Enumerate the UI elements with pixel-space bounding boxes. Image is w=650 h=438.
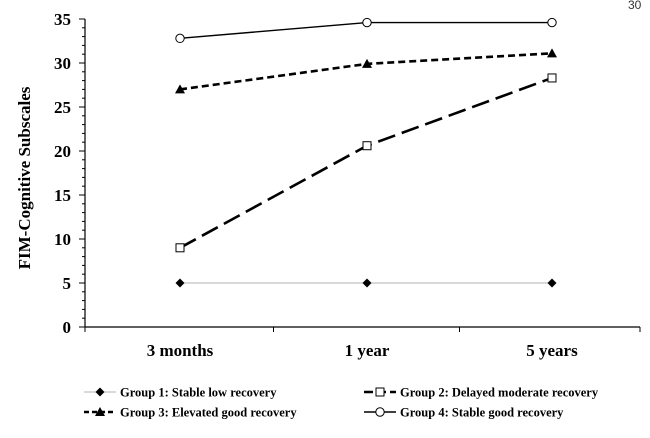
chart-legend: Group 1: Stable low recovery Group 2: Del… bbox=[84, 386, 599, 420]
legend-item-1: Group 1: Stable low recovery bbox=[84, 386, 277, 400]
legend-label: Group 4: Stable good recovery bbox=[400, 406, 564, 420]
legend-marker bbox=[95, 407, 105, 416]
y-tick-label: 0 bbox=[63, 318, 72, 337]
data-point bbox=[175, 243, 185, 253]
data-point bbox=[547, 48, 557, 58]
series-group-2 bbox=[175, 73, 557, 253]
y-tick-label: 15 bbox=[54, 186, 71, 205]
data-point bbox=[175, 84, 185, 94]
y-tick-label: 5 bbox=[63, 274, 72, 293]
y-tick-label: 25 bbox=[54, 98, 71, 117]
chart-axes bbox=[79, 18, 641, 332]
x-tick-label: 5 years bbox=[526, 341, 578, 360]
series-group-4 bbox=[175, 17, 557, 44]
series-line-3 bbox=[179, 52, 553, 91]
y-tick-labels: 0 5 10 15 20 25 30 35 bbox=[54, 10, 71, 337]
legend-label: Group 2: Delayed moderate recovery bbox=[400, 386, 599, 400]
x-tick-label: 1 year bbox=[345, 341, 390, 360]
data-point bbox=[547, 278, 557, 288]
data-point bbox=[175, 33, 185, 44]
legend-marker bbox=[375, 387, 385, 397]
legend-item-2: Group 2: Delayed moderate recovery bbox=[364, 386, 599, 400]
legend-marker bbox=[95, 387, 105, 397]
legend-marker bbox=[375, 407, 385, 417]
series-line-2 bbox=[179, 76, 553, 249]
data-point bbox=[175, 278, 185, 288]
data-point bbox=[547, 73, 557, 83]
series-group-3 bbox=[175, 48, 557, 94]
y-tick-label: 10 bbox=[54, 230, 71, 249]
x-tick-label: 3 months bbox=[147, 341, 214, 360]
legend-label: Group 3: Elevated good recovery bbox=[120, 406, 297, 420]
data-point bbox=[362, 278, 372, 288]
y-axis-label: FIM-Cognitive Subscales bbox=[15, 86, 34, 269]
data-point bbox=[362, 141, 372, 151]
data-point bbox=[547, 17, 557, 28]
legend-item-4: Group 4: Stable good recovery bbox=[364, 406, 564, 420]
legend-label: Group 1: Stable low recovery bbox=[120, 386, 277, 400]
y-tick-label: 20 bbox=[54, 142, 71, 161]
y-tick-label: 30 bbox=[54, 54, 71, 73]
series-group-1 bbox=[175, 278, 557, 288]
chart-series bbox=[175, 17, 557, 288]
x-tick-labels: 3 months 1 year 5 years bbox=[147, 341, 578, 360]
legend-item-3: Group 3: Elevated good recovery bbox=[84, 406, 297, 420]
data-point bbox=[362, 58, 372, 68]
data-point bbox=[362, 17, 372, 28]
y-tick-label: 35 bbox=[54, 10, 71, 29]
page-number: 30 bbox=[628, 0, 642, 12]
